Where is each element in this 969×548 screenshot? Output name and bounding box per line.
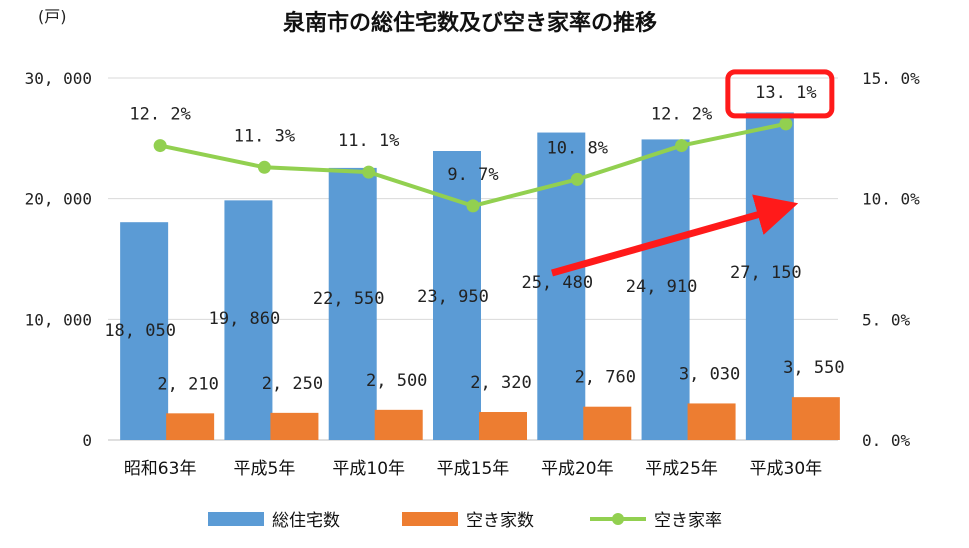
y-right-tick-label: 15. 0% [862, 69, 920, 88]
x-category-label: 昭和63年 [124, 459, 197, 479]
bar-vacant-data-label: 2, 250 [262, 374, 323, 394]
y-right-tick-label: 5. 0% [862, 310, 911, 329]
x-category-label: 平成5年 [234, 459, 296, 479]
bar-total-houses [745, 112, 794, 440]
x-category-label: 平成15年 [437, 459, 510, 479]
x-category-label: 平成10年 [332, 459, 405, 479]
legend-swatch [208, 512, 264, 526]
bar-vacant-houses [374, 409, 423, 440]
y-axis-unit: (戸) [38, 7, 67, 26]
data-labels-group: 18, 050 19, 860 22, 550 23, 950 25, 480 24, 9… [104, 83, 844, 394]
bar-total-data-label: 24, 910 [626, 277, 698, 297]
bar-vacant-houses [791, 397, 840, 440]
bar-total-data-label: 23, 950 [417, 287, 489, 307]
bar-vacant-data-label: 2, 320 [470, 373, 531, 393]
bar-total-houses [641, 139, 690, 441]
legend: 総住宅数 空き家数 空き家率 [208, 511, 722, 531]
vacancy-rate-data-label: 10. 8% [547, 138, 608, 158]
vacancy-rate-data-label: 12. 2% [129, 105, 190, 125]
chart-title: 泉南市の総住宅数及び空き家率の推移 [283, 10, 657, 36]
x-category-label: 平成25年 [645, 459, 718, 479]
legend-swatch [402, 512, 458, 526]
legend-label: 総住宅数 [272, 511, 340, 531]
bar-vacant-data-label: 2, 760 [575, 368, 636, 388]
vacancy-rate-point [466, 199, 480, 213]
bar-vacant-houses [687, 403, 736, 440]
bar-vacant-houses [166, 413, 215, 440]
bar-total-data-label: 18, 050 [104, 321, 176, 341]
bar-vacant-data-label: 3, 030 [679, 364, 740, 384]
x-category-label: 平成30年 [750, 459, 823, 479]
bar-vacant-data-label: 2, 500 [366, 371, 427, 391]
bar-total-houses [120, 222, 169, 440]
y-left-tick-label: 30, 000 [25, 69, 92, 88]
bar-total-data-label: 22, 550 [313, 289, 385, 309]
vacancy-rate-point [153, 139, 167, 153]
y-left-tick-label: 0 [82, 431, 92, 450]
vacancy-rate-data-label: 13. 1% [755, 83, 816, 103]
vacancy-rate-point [779, 117, 793, 131]
bar-total-data-label: 19, 860 [209, 309, 281, 329]
vacancy-rate-data-label: 12. 2% [651, 105, 712, 125]
bar-vacant-houses [270, 412, 319, 440]
vacancy-rate-data-label: 9. 7% [447, 165, 498, 185]
y-left-tick-label: 20, 000 [25, 190, 92, 209]
vacancy-rate-point [570, 172, 584, 186]
bar-total-data-label: 27, 150 [730, 263, 802, 283]
bar-total-data-label: 25, 480 [521, 273, 593, 293]
bar-vacant-houses [479, 412, 527, 440]
legend-label: 空き家率 [654, 511, 722, 531]
legend-label: 空き家数 [466, 511, 534, 531]
y-right-tick-label: 0. 0% [862, 431, 911, 450]
bar-total-houses [224, 200, 273, 440]
y-right-tick-label: 10. 0% [862, 190, 920, 209]
bar-vacant-data-label: 3, 550 [783, 358, 844, 378]
vacancy-rate-point [257, 160, 271, 174]
vacancy-rate-data-label: 11. 1% [338, 131, 399, 151]
annotations-group [551, 69, 835, 277]
axis-labels-group: 0 10, 000 20, 000 30, 000 0. 0% 5. 0% 10. 0% 15… [25, 69, 921, 479]
trend-arrow [551, 194, 799, 277]
legend-swatch-marker [612, 513, 624, 525]
highlight-box [725, 69, 835, 119]
bars-group [120, 112, 840, 441]
vacancy-rate-data-label: 11. 3% [234, 126, 295, 146]
line-group [153, 117, 793, 213]
x-category-label: 平成20年 [541, 459, 614, 479]
vacancy-rate-point [675, 139, 689, 153]
vacancy-rate-point [362, 165, 376, 179]
y-left-tick-label: 10, 000 [25, 310, 92, 329]
bar-vacant-houses [583, 406, 632, 440]
bar-total-houses [328, 167, 377, 440]
bar-vacant-data-label: 2, 210 [157, 374, 218, 394]
